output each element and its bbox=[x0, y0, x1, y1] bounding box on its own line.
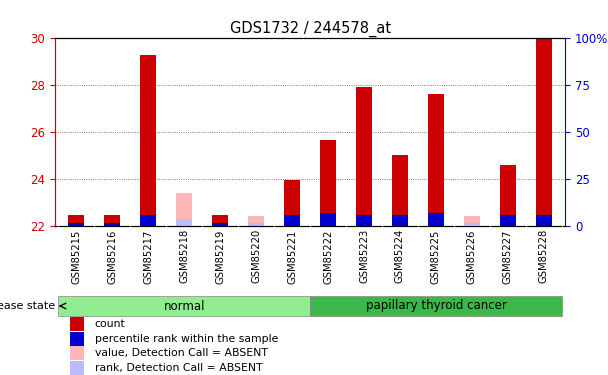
Bar bbox=[464, 223, 480, 226]
Text: GSM85216: GSM85216 bbox=[107, 229, 117, 284]
Bar bbox=[428, 94, 444, 226]
Text: GSM85217: GSM85217 bbox=[143, 229, 153, 284]
Bar bbox=[212, 223, 228, 226]
Text: papillary thyroid cancer: papillary thyroid cancer bbox=[365, 300, 506, 312]
Bar bbox=[248, 216, 264, 226]
Text: GSM85215: GSM85215 bbox=[71, 229, 81, 284]
Bar bbox=[248, 223, 264, 226]
Bar bbox=[320, 213, 336, 226]
Bar bbox=[392, 215, 408, 226]
Text: GSM85221: GSM85221 bbox=[287, 229, 297, 284]
Text: percentile rank within the sample: percentile rank within the sample bbox=[95, 334, 278, 344]
Bar bbox=[68, 215, 85, 226]
Text: count: count bbox=[95, 319, 125, 329]
Text: GSM85220: GSM85220 bbox=[251, 229, 261, 284]
Text: normal: normal bbox=[164, 300, 205, 312]
Text: rank, Detection Call = ABSENT: rank, Detection Call = ABSENT bbox=[95, 363, 262, 373]
Bar bbox=[536, 215, 552, 226]
Text: GSM85224: GSM85224 bbox=[395, 229, 405, 284]
Bar bbox=[284, 215, 300, 226]
Bar bbox=[70, 332, 85, 346]
Bar bbox=[284, 180, 300, 226]
Bar bbox=[104, 223, 120, 226]
Text: GSM85223: GSM85223 bbox=[359, 229, 369, 284]
Text: GSM85219: GSM85219 bbox=[215, 229, 225, 284]
Text: value, Detection Call = ABSENT: value, Detection Call = ABSENT bbox=[95, 348, 268, 358]
Text: GSM85226: GSM85226 bbox=[467, 229, 477, 284]
Bar bbox=[176, 219, 192, 226]
Text: GSM85222: GSM85222 bbox=[323, 229, 333, 284]
Bar bbox=[356, 87, 372, 226]
Bar bbox=[536, 38, 552, 226]
Text: GSM85218: GSM85218 bbox=[179, 229, 189, 284]
Bar bbox=[176, 193, 192, 226]
Title: GDS1732 / 244578_at: GDS1732 / 244578_at bbox=[229, 21, 391, 37]
Bar bbox=[428, 213, 444, 226]
Bar bbox=[58, 296, 310, 316]
Bar bbox=[356, 215, 372, 226]
Bar bbox=[70, 346, 85, 360]
Bar bbox=[392, 156, 408, 226]
Bar bbox=[70, 317, 85, 331]
Text: GSM85227: GSM85227 bbox=[503, 229, 513, 284]
Bar bbox=[212, 215, 228, 226]
Text: GSM85228: GSM85228 bbox=[539, 229, 549, 284]
Bar bbox=[68, 223, 85, 226]
Text: disease state: disease state bbox=[0, 301, 55, 311]
Bar bbox=[464, 216, 480, 226]
Bar bbox=[70, 361, 85, 375]
Bar bbox=[500, 215, 516, 226]
Bar bbox=[104, 215, 120, 226]
Bar bbox=[140, 215, 156, 226]
Bar bbox=[140, 55, 156, 226]
Bar bbox=[320, 140, 336, 226]
Bar bbox=[310, 296, 562, 316]
Bar bbox=[500, 165, 516, 226]
Text: GSM85225: GSM85225 bbox=[431, 229, 441, 284]
